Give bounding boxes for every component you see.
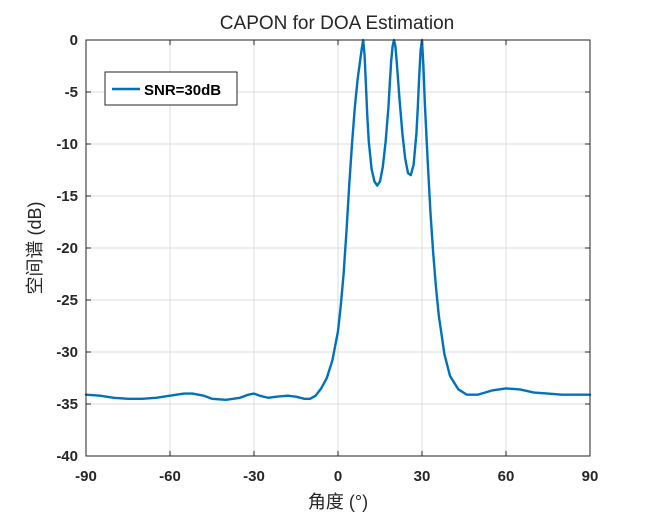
- y-tick-label: -20: [56, 240, 78, 257]
- x-tick-label: -90: [75, 468, 97, 485]
- y-tick-label: -25: [56, 292, 78, 309]
- x-tick-label: 60: [498, 468, 515, 485]
- y-tick-label: -30: [56, 344, 78, 361]
- y-tick-label: -5: [65, 84, 78, 101]
- series-line-snr30db: [84, 38, 592, 402]
- x-tick-label: 90: [582, 468, 599, 485]
- chart-title: CAPON for DOA Estimation: [220, 13, 454, 34]
- y-axis-label: 空间谱 (dB): [25, 201, 45, 294]
- x-axis-ticks: -90 -60 -30 0 30 60 90: [75, 40, 598, 485]
- y-axis-ticks: 0 -5 -10 -15 -20 -25 -30 -35 -40: [56, 32, 590, 465]
- y-tick-label: -35: [56, 396, 78, 413]
- legend: SNR=30dB: [104, 71, 238, 106]
- y-tick-label: -15: [56, 188, 78, 205]
- x-tick-label: -30: [243, 468, 265, 485]
- x-tick-label: 30: [414, 468, 431, 485]
- y-tick-label: -40: [56, 448, 78, 465]
- x-axis-label: 角度 (°): [308, 492, 368, 512]
- y-tick-label: 0: [70, 32, 78, 49]
- plot-area: -90 -60 -30 0 30 60 90 0 -5 -10 -15 -20 -25 -30 -35 -4…: [56, 32, 598, 485]
- legend-label-snr30db: SNR=30dB: [144, 82, 221, 99]
- x-tick-label: 0: [334, 468, 342, 485]
- y-tick-label: -10: [56, 136, 78, 153]
- x-tick-label: -60: [159, 468, 181, 485]
